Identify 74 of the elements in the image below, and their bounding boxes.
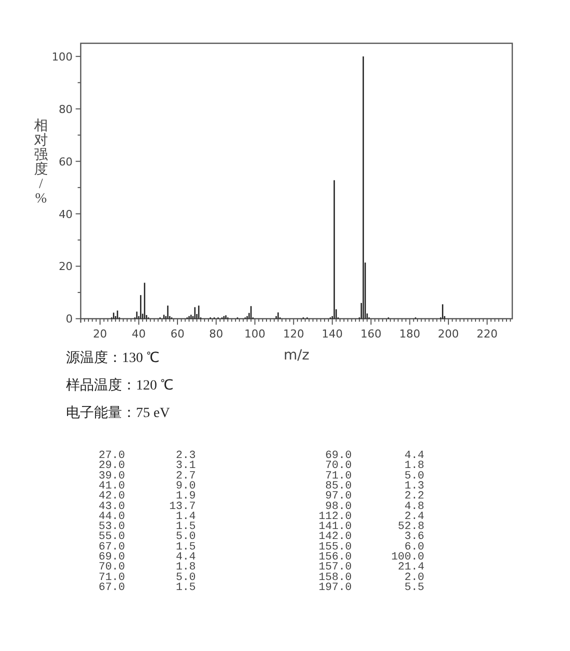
text: 4.4	[176, 552, 196, 564]
x-tick-label: 140	[322, 328, 343, 341]
category-label: 69.0	[325, 450, 352, 462]
text: 2.0	[404, 572, 424, 584]
text: 4.4	[404, 450, 424, 462]
text: 4.8	[404, 500, 424, 513]
text: 1.5	[176, 582, 196, 594]
x-tick-label: 180	[399, 328, 420, 341]
text: 5.0	[176, 531, 196, 544]
text: 13.7	[169, 500, 196, 513]
category-label: 41.0	[98, 480, 125, 492]
text: 5.0	[404, 470, 424, 482]
category-label: 71.0	[325, 470, 352, 482]
y-tick-label: 100	[52, 50, 73, 64]
category-label: 55.0	[98, 531, 125, 544]
category-label: 142.0	[318, 531, 352, 544]
category-label: 67.0	[98, 582, 125, 594]
text: 2.3	[176, 450, 196, 462]
x-tick-label: 40	[132, 328, 146, 341]
text: 5.5	[404, 582, 424, 594]
text: 5.0	[176, 572, 196, 584]
category-label: 85.0	[325, 480, 352, 492]
category-label: 70.0	[98, 562, 125, 574]
text: 1.8	[404, 460, 424, 472]
category-label: 112.0	[318, 510, 352, 523]
category-label: 157.0	[318, 562, 352, 574]
x-tick-label: 60	[170, 328, 184, 341]
text: 1.5	[176, 541, 196, 554]
text: 2.2	[404, 490, 424, 503]
x-tick-label: 200	[438, 328, 459, 341]
category-label: 70.0	[325, 460, 352, 472]
category-label: 158.0	[318, 572, 352, 584]
category-label: 29.0	[98, 460, 125, 472]
text: 样品温度：120 ℃	[66, 378, 174, 394]
category-label: 39.0	[98, 470, 125, 482]
category-label: 27.0	[98, 450, 125, 462]
y-tick-label: 40	[58, 208, 73, 221]
x-axis-title: m/z	[284, 348, 310, 364]
x-tick-label: 160	[360, 328, 382, 341]
category-label: 71.0	[98, 572, 125, 584]
category-label: 156.0	[318, 552, 352, 564]
x-tick-label: 100	[244, 328, 266, 341]
text: 3.6	[404, 531, 424, 544]
x-tick-label: 220	[476, 328, 498, 341]
text: 1.3	[404, 480, 424, 492]
text: 1.9	[176, 490, 196, 503]
category-label: 197.0	[318, 582, 352, 594]
text: 2.7	[176, 470, 196, 482]
text: 1.4	[176, 510, 196, 523]
text: 21.4	[398, 562, 424, 574]
y-tick-label: 20	[58, 260, 73, 274]
y-tick-label: 60	[58, 155, 73, 168]
text: 3.1	[176, 460, 196, 472]
category-label: 155.0	[318, 541, 352, 554]
text: 1.8	[176, 562, 196, 574]
category-label: 69.0	[98, 552, 125, 564]
category-label: 44.0	[98, 510, 125, 523]
y-axis-title: 相对强度/%	[34, 118, 48, 206]
text: 电子能量：75 eV	[66, 405, 170, 421]
category-label: 97.0	[325, 490, 352, 503]
category-label: 42.0	[98, 490, 125, 503]
y-tick-label: 80	[58, 102, 73, 116]
text: 6.0	[404, 541, 424, 554]
text: 9.0	[176, 480, 196, 492]
y-tick-label: 0	[66, 312, 73, 326]
x-tick-label: 120	[283, 328, 304, 341]
category-label: 98.0	[325, 500, 352, 513]
text: 源温度：130 ℃	[66, 350, 160, 366]
category-label: 67.0	[98, 541, 125, 554]
category-label: 43.0	[98, 500, 125, 513]
x-tick-label: 80	[209, 328, 224, 341]
text: 2.4	[404, 510, 424, 523]
text: 100.0	[391, 552, 424, 564]
x-tick-label: 20	[93, 328, 108, 341]
